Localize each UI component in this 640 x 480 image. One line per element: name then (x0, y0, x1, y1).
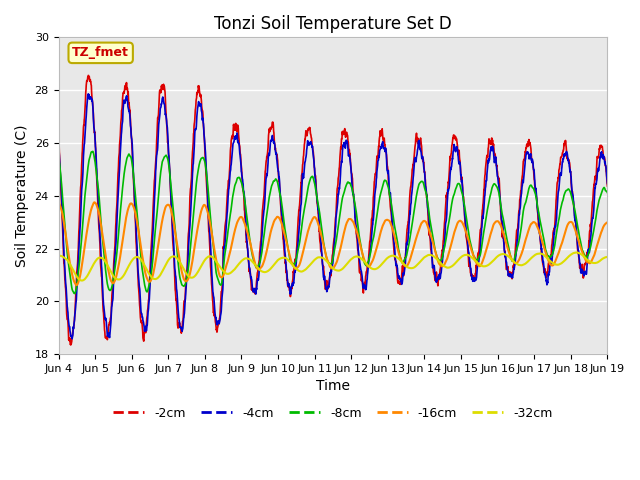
-32cm (604, 254, 611, 260)
-8cm (604, 190, 611, 196)
Line: -32cm: -32cm (58, 252, 607, 280)
-16cm (90, 199, 98, 205)
-32cm (208, 254, 216, 260)
Line: -2cm: -2cm (58, 75, 607, 345)
-2cm (493, 163, 500, 168)
-32cm (54, 252, 62, 258)
Line: -16cm: -16cm (58, 202, 607, 285)
-16cm (362, 259, 369, 265)
-16cm (54, 201, 62, 206)
-4cm (84, 91, 92, 97)
-4cm (493, 168, 500, 174)
Text: TZ_fmet: TZ_fmet (72, 47, 129, 60)
-4cm (68, 336, 76, 342)
-32cm (556, 262, 563, 267)
Legend: -2cm, -4cm, -8cm, -16cm, -32cm: -2cm, -4cm, -8cm, -16cm, -32cm (108, 402, 558, 424)
Title: Tonzi Soil Temperature Set D: Tonzi Soil Temperature Set D (214, 15, 452, 33)
-4cm (362, 286, 369, 291)
-2cm (54, 132, 62, 137)
-2cm (556, 166, 563, 171)
-2cm (349, 189, 357, 195)
-16cm (571, 225, 579, 231)
-8cm (571, 206, 579, 212)
-2cm (571, 213, 579, 219)
-8cm (349, 192, 357, 197)
Line: -8cm: -8cm (58, 151, 607, 294)
-32cm (78, 277, 86, 283)
-2cm (67, 342, 75, 348)
-2cm (362, 281, 369, 287)
-16cm (604, 219, 611, 225)
-2cm (208, 288, 216, 294)
-8cm (71, 291, 79, 297)
-8cm (493, 184, 500, 190)
-16cm (349, 219, 357, 225)
-2cm (604, 183, 611, 189)
X-axis label: Time: Time (316, 379, 350, 394)
-32cm (361, 259, 369, 265)
-4cm (54, 142, 62, 148)
-16cm (208, 232, 216, 238)
-32cm (573, 250, 580, 255)
-16cm (73, 282, 81, 288)
-32cm (493, 254, 500, 260)
-8cm (362, 262, 369, 267)
-8cm (556, 214, 563, 219)
-4cm (556, 181, 563, 187)
-16cm (556, 248, 563, 253)
-16cm (493, 218, 500, 224)
Y-axis label: Soil Temperature (C): Soil Temperature (C) (15, 124, 29, 267)
-32cm (349, 255, 356, 261)
Line: -4cm: -4cm (58, 94, 607, 339)
-32cm (570, 250, 578, 256)
-4cm (208, 276, 216, 282)
-8cm (89, 148, 97, 154)
-4cm (604, 180, 611, 186)
-4cm (349, 192, 357, 198)
-4cm (571, 215, 579, 221)
-8cm (54, 158, 62, 164)
-8cm (208, 231, 216, 237)
-2cm (84, 72, 92, 78)
